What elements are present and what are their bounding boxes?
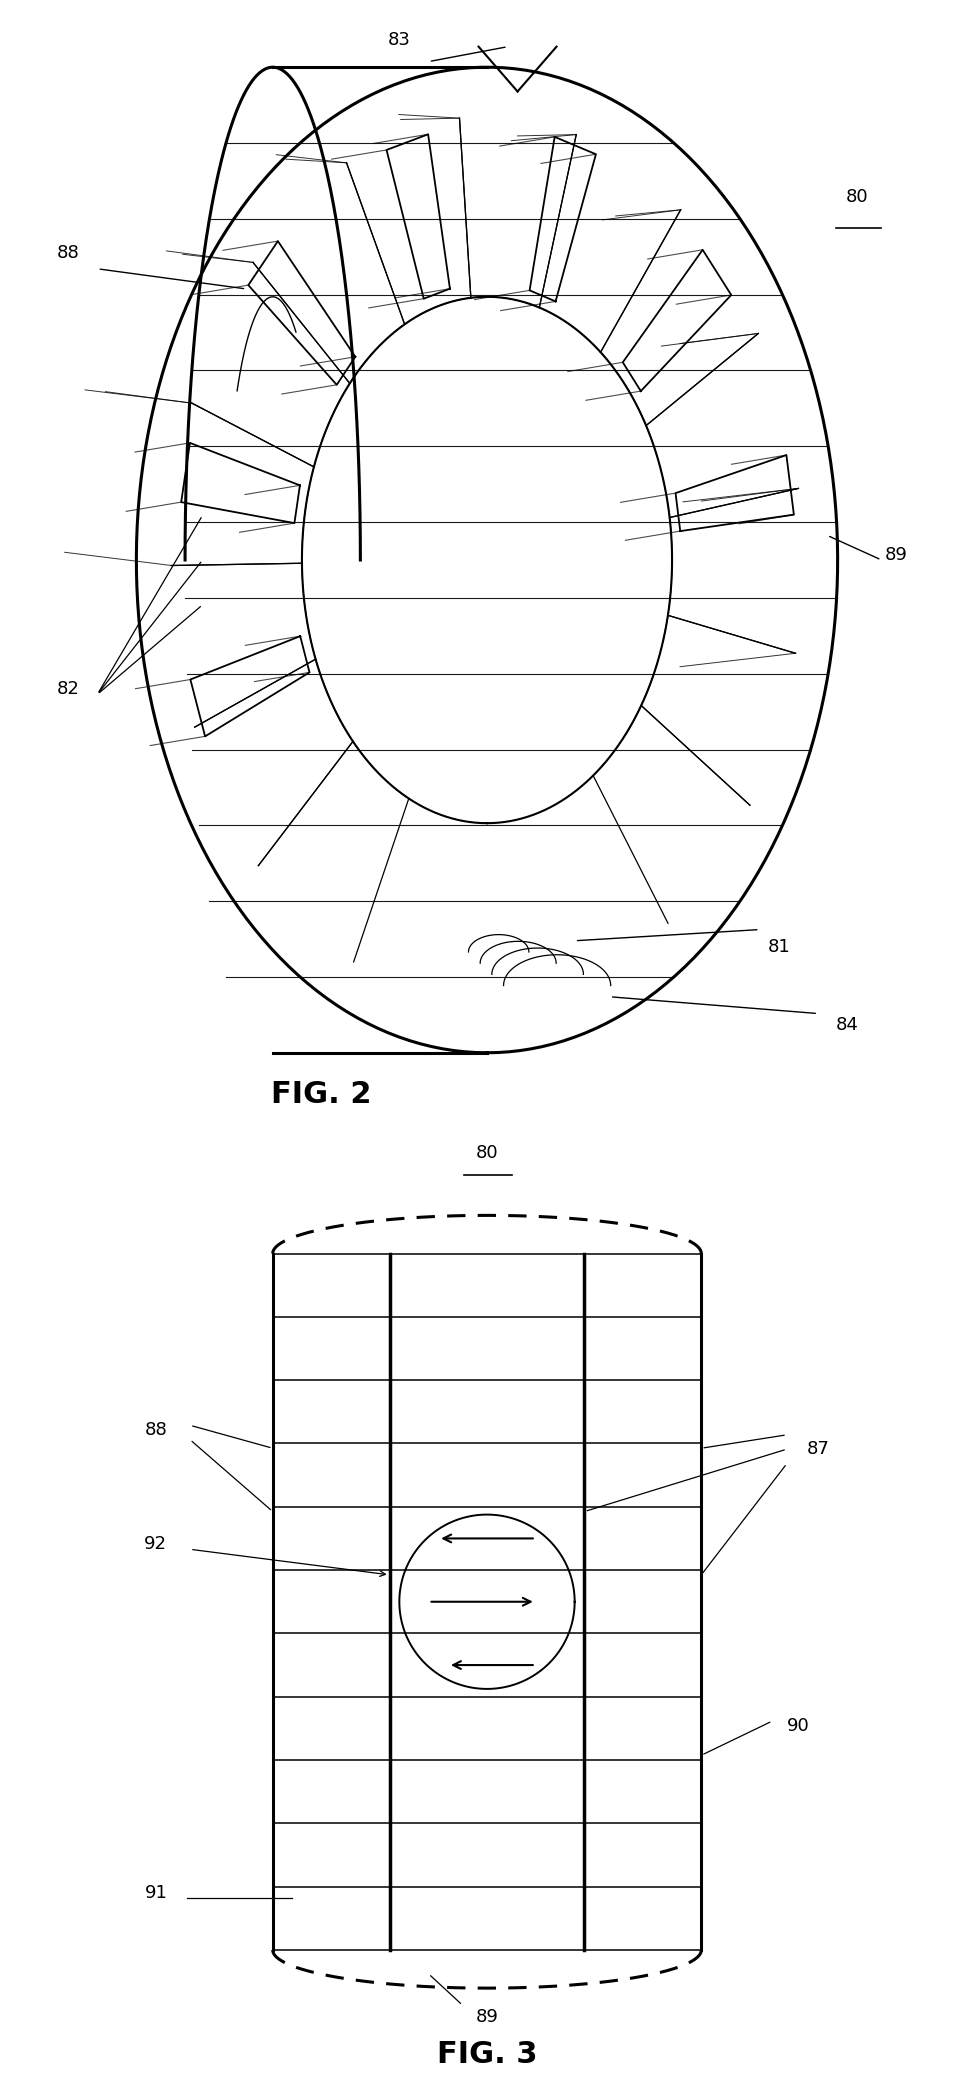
Text: 87: 87 [806,1439,830,1458]
Text: 83: 83 [388,31,411,50]
Text: 81: 81 [768,937,791,956]
Text: 92: 92 [144,1535,168,1553]
Text: 89: 89 [884,545,908,564]
Text: 84: 84 [836,1016,859,1035]
Text: 88: 88 [56,243,80,261]
Text: 90: 90 [787,1717,810,1734]
Text: 89: 89 [475,2008,499,2026]
Text: 82: 82 [56,680,80,699]
Text: 80: 80 [845,187,869,205]
Text: FIG. 3: FIG. 3 [436,2041,538,2070]
Text: 88: 88 [144,1421,168,1439]
Text: 91: 91 [144,1883,168,1902]
Text: 80: 80 [475,1145,499,1161]
Text: FIG. 2: FIG. 2 [271,1081,372,1110]
